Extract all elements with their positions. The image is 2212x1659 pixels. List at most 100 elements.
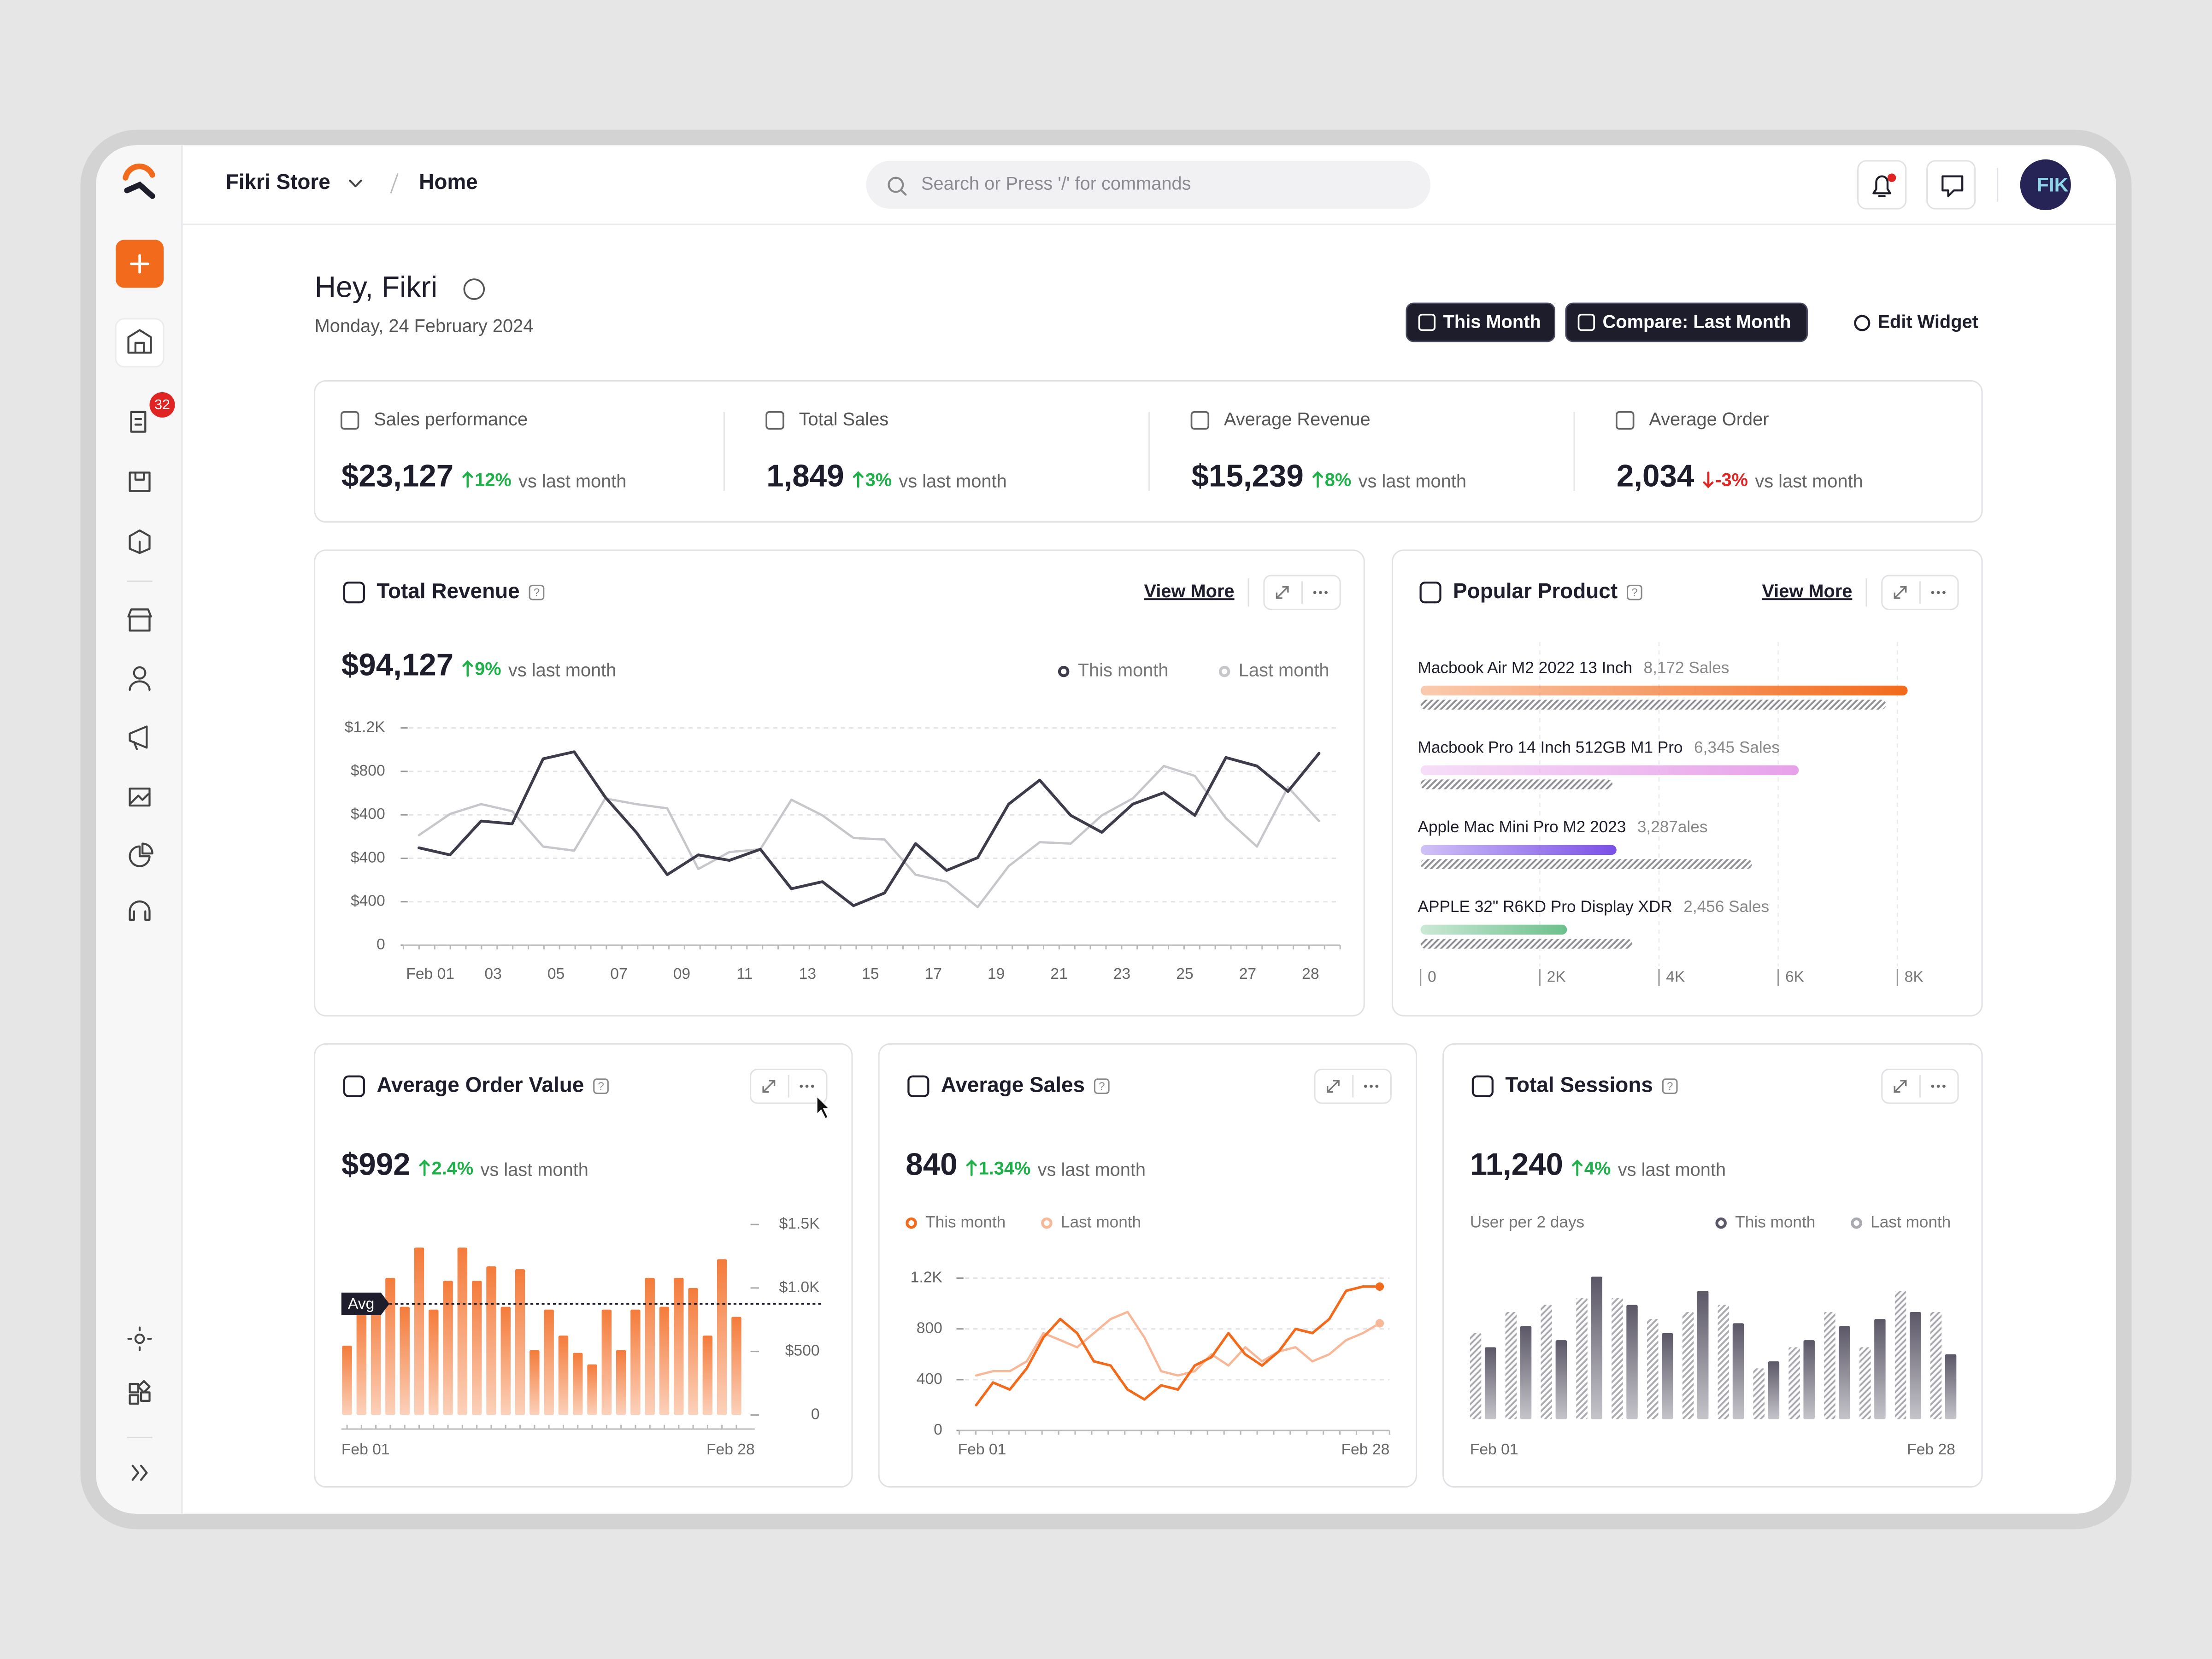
more-dot[interactable] — [1942, 1084, 1946, 1088]
search[interactable]: Search or Press '/' for commands — [866, 160, 1431, 209]
bar — [529, 1350, 540, 1415]
legend-marker — [1715, 1217, 1727, 1229]
trend-arrow — [1703, 471, 1714, 488]
x-tick-label: 13 — [799, 965, 816, 982]
x-tick-label: 03 — [484, 965, 501, 982]
view-more-link[interactable]: View More — [1144, 581, 1235, 601]
session-bar — [1753, 1368, 1765, 1419]
kpi-icon — [340, 411, 359, 430]
help-mark: ? — [1631, 587, 1638, 599]
sync-icon[interactable] — [463, 278, 485, 300]
help-icon — [1094, 1078, 1110, 1094]
edit-widget-button[interactable]: Edit Widget — [1877, 312, 1978, 332]
widget-card — [314, 1043, 853, 1488]
metric-value: $94,127 — [341, 648, 453, 682]
x-tick-label: 11 — [736, 965, 753, 982]
bar — [630, 1309, 641, 1415]
x-tick-label: 07 — [610, 965, 627, 982]
bar — [587, 1364, 597, 1415]
button-icon — [1418, 313, 1436, 331]
filter-button-label[interactable]: Compare: Last Month — [1603, 312, 1791, 332]
line-series — [975, 1285, 1381, 1406]
bar — [558, 1335, 569, 1415]
more-dot[interactable] — [1318, 591, 1322, 594]
more-dot[interactable] — [1936, 591, 1940, 594]
kpi-label: Average Order — [1649, 409, 1769, 429]
bar — [601, 1309, 612, 1415]
filter-button[interactable] — [1565, 302, 1808, 342]
more-dot[interactable] — [805, 1084, 809, 1088]
nav-marketing[interactable] — [129, 725, 148, 750]
more-dot[interactable] — [1370, 1084, 1373, 1088]
session-bar — [1520, 1326, 1532, 1419]
product-sales-label: 3,287ales — [1637, 818, 1708, 836]
more-dot[interactable] — [1936, 1084, 1940, 1088]
widget-icon — [1471, 1075, 1494, 1097]
nav-analytics[interactable] — [129, 842, 153, 867]
filter-button-label[interactable]: This Month — [1443, 312, 1541, 332]
widget-title: Popular Product — [1453, 579, 1618, 603]
expand-sidebar[interactable] — [131, 1465, 148, 1481]
nav-media[interactable] — [129, 788, 151, 807]
add-button[interactable] — [116, 240, 164, 288]
nav-orders[interactable] — [130, 411, 147, 433]
more-dot[interactable] — [811, 1084, 814, 1088]
more-dot[interactable] — [1375, 1084, 1379, 1088]
session-bar — [1788, 1347, 1800, 1419]
expand-icon[interactable] — [1326, 1080, 1340, 1093]
logo[interactable] — [123, 163, 155, 199]
expand-icon[interactable] — [1894, 586, 1907, 599]
more-dot[interactable] — [1931, 1084, 1935, 1088]
trend-arrow — [462, 660, 473, 677]
session-bar — [1894, 1291, 1906, 1419]
more-dot[interactable] — [1931, 591, 1935, 594]
x-tick-label: Feb 28 — [706, 1441, 755, 1458]
metric-change: 1.34% — [979, 1158, 1031, 1178]
bar — [702, 1335, 713, 1415]
x-tick-label: Feb 28 — [1341, 1441, 1390, 1458]
session-bar — [1945, 1354, 1957, 1419]
more-dot[interactable] — [1364, 1084, 1367, 1088]
expand-icon[interactable] — [1276, 586, 1289, 599]
metric-note: vs last month — [1755, 471, 1863, 491]
expand-icon[interactable] — [1894, 1080, 1907, 1093]
product-name: Macbook Pro 14 Inch 512GB M1 Pro — [1418, 738, 1683, 756]
x-tick-label: Feb 01 — [341, 1441, 390, 1458]
x-tick-label: 05 — [547, 965, 565, 982]
nav-products[interactable] — [129, 529, 151, 554]
greeting-title: Hey, Fikri — [315, 271, 438, 304]
messages[interactable] — [1926, 160, 1976, 210]
x-tick-label: 23 — [1113, 965, 1130, 982]
y-tick-label: $1.2K — [345, 718, 386, 735]
nav-store[interactable] — [127, 608, 152, 632]
view-more-link[interactable]: View More — [1762, 581, 1852, 601]
nav-customers[interactable] — [129, 666, 151, 691]
chat-icon — [1941, 175, 1964, 197]
nav-home[interactable] — [115, 318, 165, 368]
legend-marker — [1041, 1217, 1053, 1229]
more-dot[interactable] — [800, 1084, 803, 1088]
filter-button[interactable] — [1406, 302, 1555, 342]
bell-icon — [1872, 175, 1892, 197]
line-series — [418, 750, 1321, 907]
avatar[interactable] — [2020, 159, 2071, 211]
more-dot[interactable] — [1942, 591, 1946, 594]
metric-change: 4% — [1584, 1158, 1611, 1178]
more-dot[interactable] — [1324, 591, 1328, 594]
more-dot[interactable] — [1313, 591, 1317, 594]
search-icon — [888, 176, 907, 196]
nav-inventory[interactable] — [129, 471, 151, 492]
badge — [149, 392, 175, 418]
session-bar — [1505, 1312, 1517, 1419]
store-name[interactable]: Fikri Store — [226, 170, 330, 194]
average-label: Avg — [348, 1295, 374, 1312]
nav-settings[interactable] — [127, 1326, 152, 1351]
nav-support[interactable] — [129, 900, 151, 921]
notifications[interactable] — [1857, 160, 1907, 210]
kpi-icon — [1190, 411, 1210, 430]
nav-apps[interactable] — [129, 1380, 151, 1405]
store-chevron[interactable] — [349, 179, 362, 188]
expand-icon[interactable] — [762, 1080, 776, 1093]
bar — [429, 1309, 439, 1415]
